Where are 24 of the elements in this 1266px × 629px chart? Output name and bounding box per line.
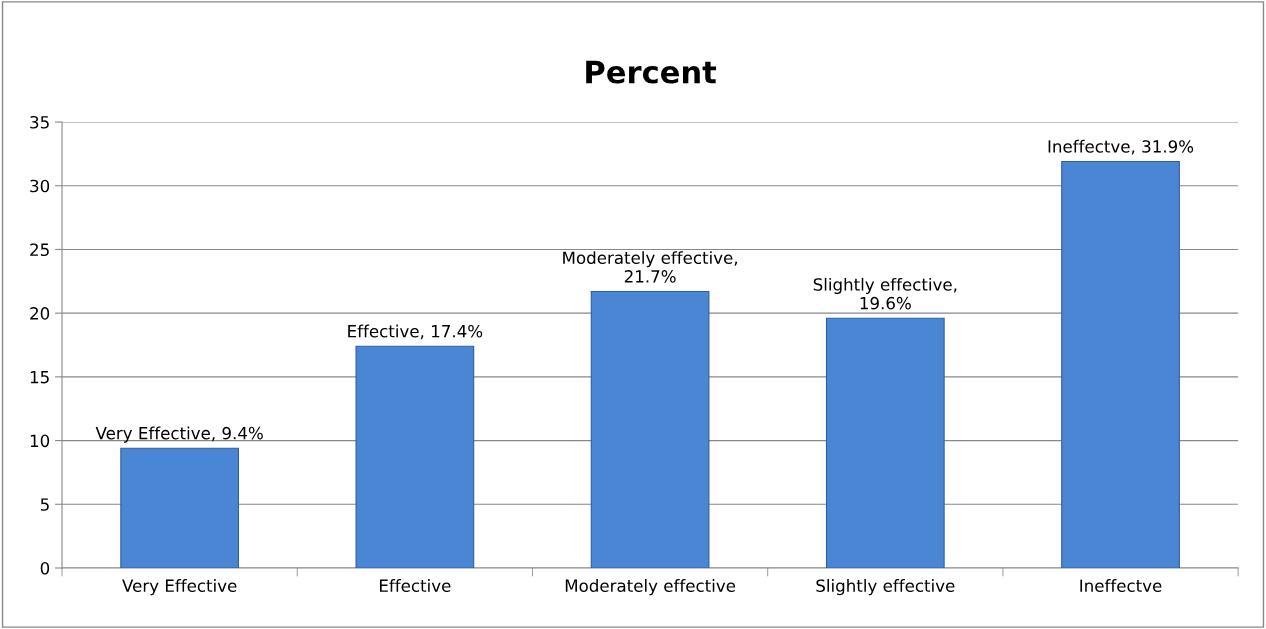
y-tick-label: 15 <box>30 371 49 384</box>
bar <box>590 290 710 568</box>
data-label: Very Effective, 9.4% <box>95 426 263 443</box>
chart-title: Percent <box>586 60 717 84</box>
data-label: Ineffectve, 31.9% <box>1048 139 1194 155</box>
data-label: Effective, 17.4% <box>348 324 483 340</box>
y-tick-label: 0 <box>40 561 50 575</box>
bar <box>120 447 240 568</box>
data-label: Slightly effective, 19.6% <box>813 277 957 310</box>
y-tick-label: 10 <box>30 434 50 448</box>
x-tick-label: Ineffectve <box>1080 579 1162 592</box>
x-tick-label: Effective <box>380 579 451 592</box>
bar <box>825 317 945 568</box>
x-tick-label: Slightly effective <box>816 579 955 596</box>
bar <box>1061 160 1180 568</box>
x-tick-label: Moderately effective <box>565 579 736 596</box>
y-tick-label: 20 <box>30 307 50 320</box>
y-tick-label: 30 <box>30 179 50 193</box>
y-tick-label: 25 <box>30 243 49 257</box>
x-tick-label: Very Effective <box>122 579 237 596</box>
data-label: Moderately effective, 21.7% <box>563 251 737 283</box>
y-tick-label: 35 <box>30 115 49 129</box>
y-tick-label: 5 <box>40 498 49 511</box>
bar <box>355 345 475 568</box>
